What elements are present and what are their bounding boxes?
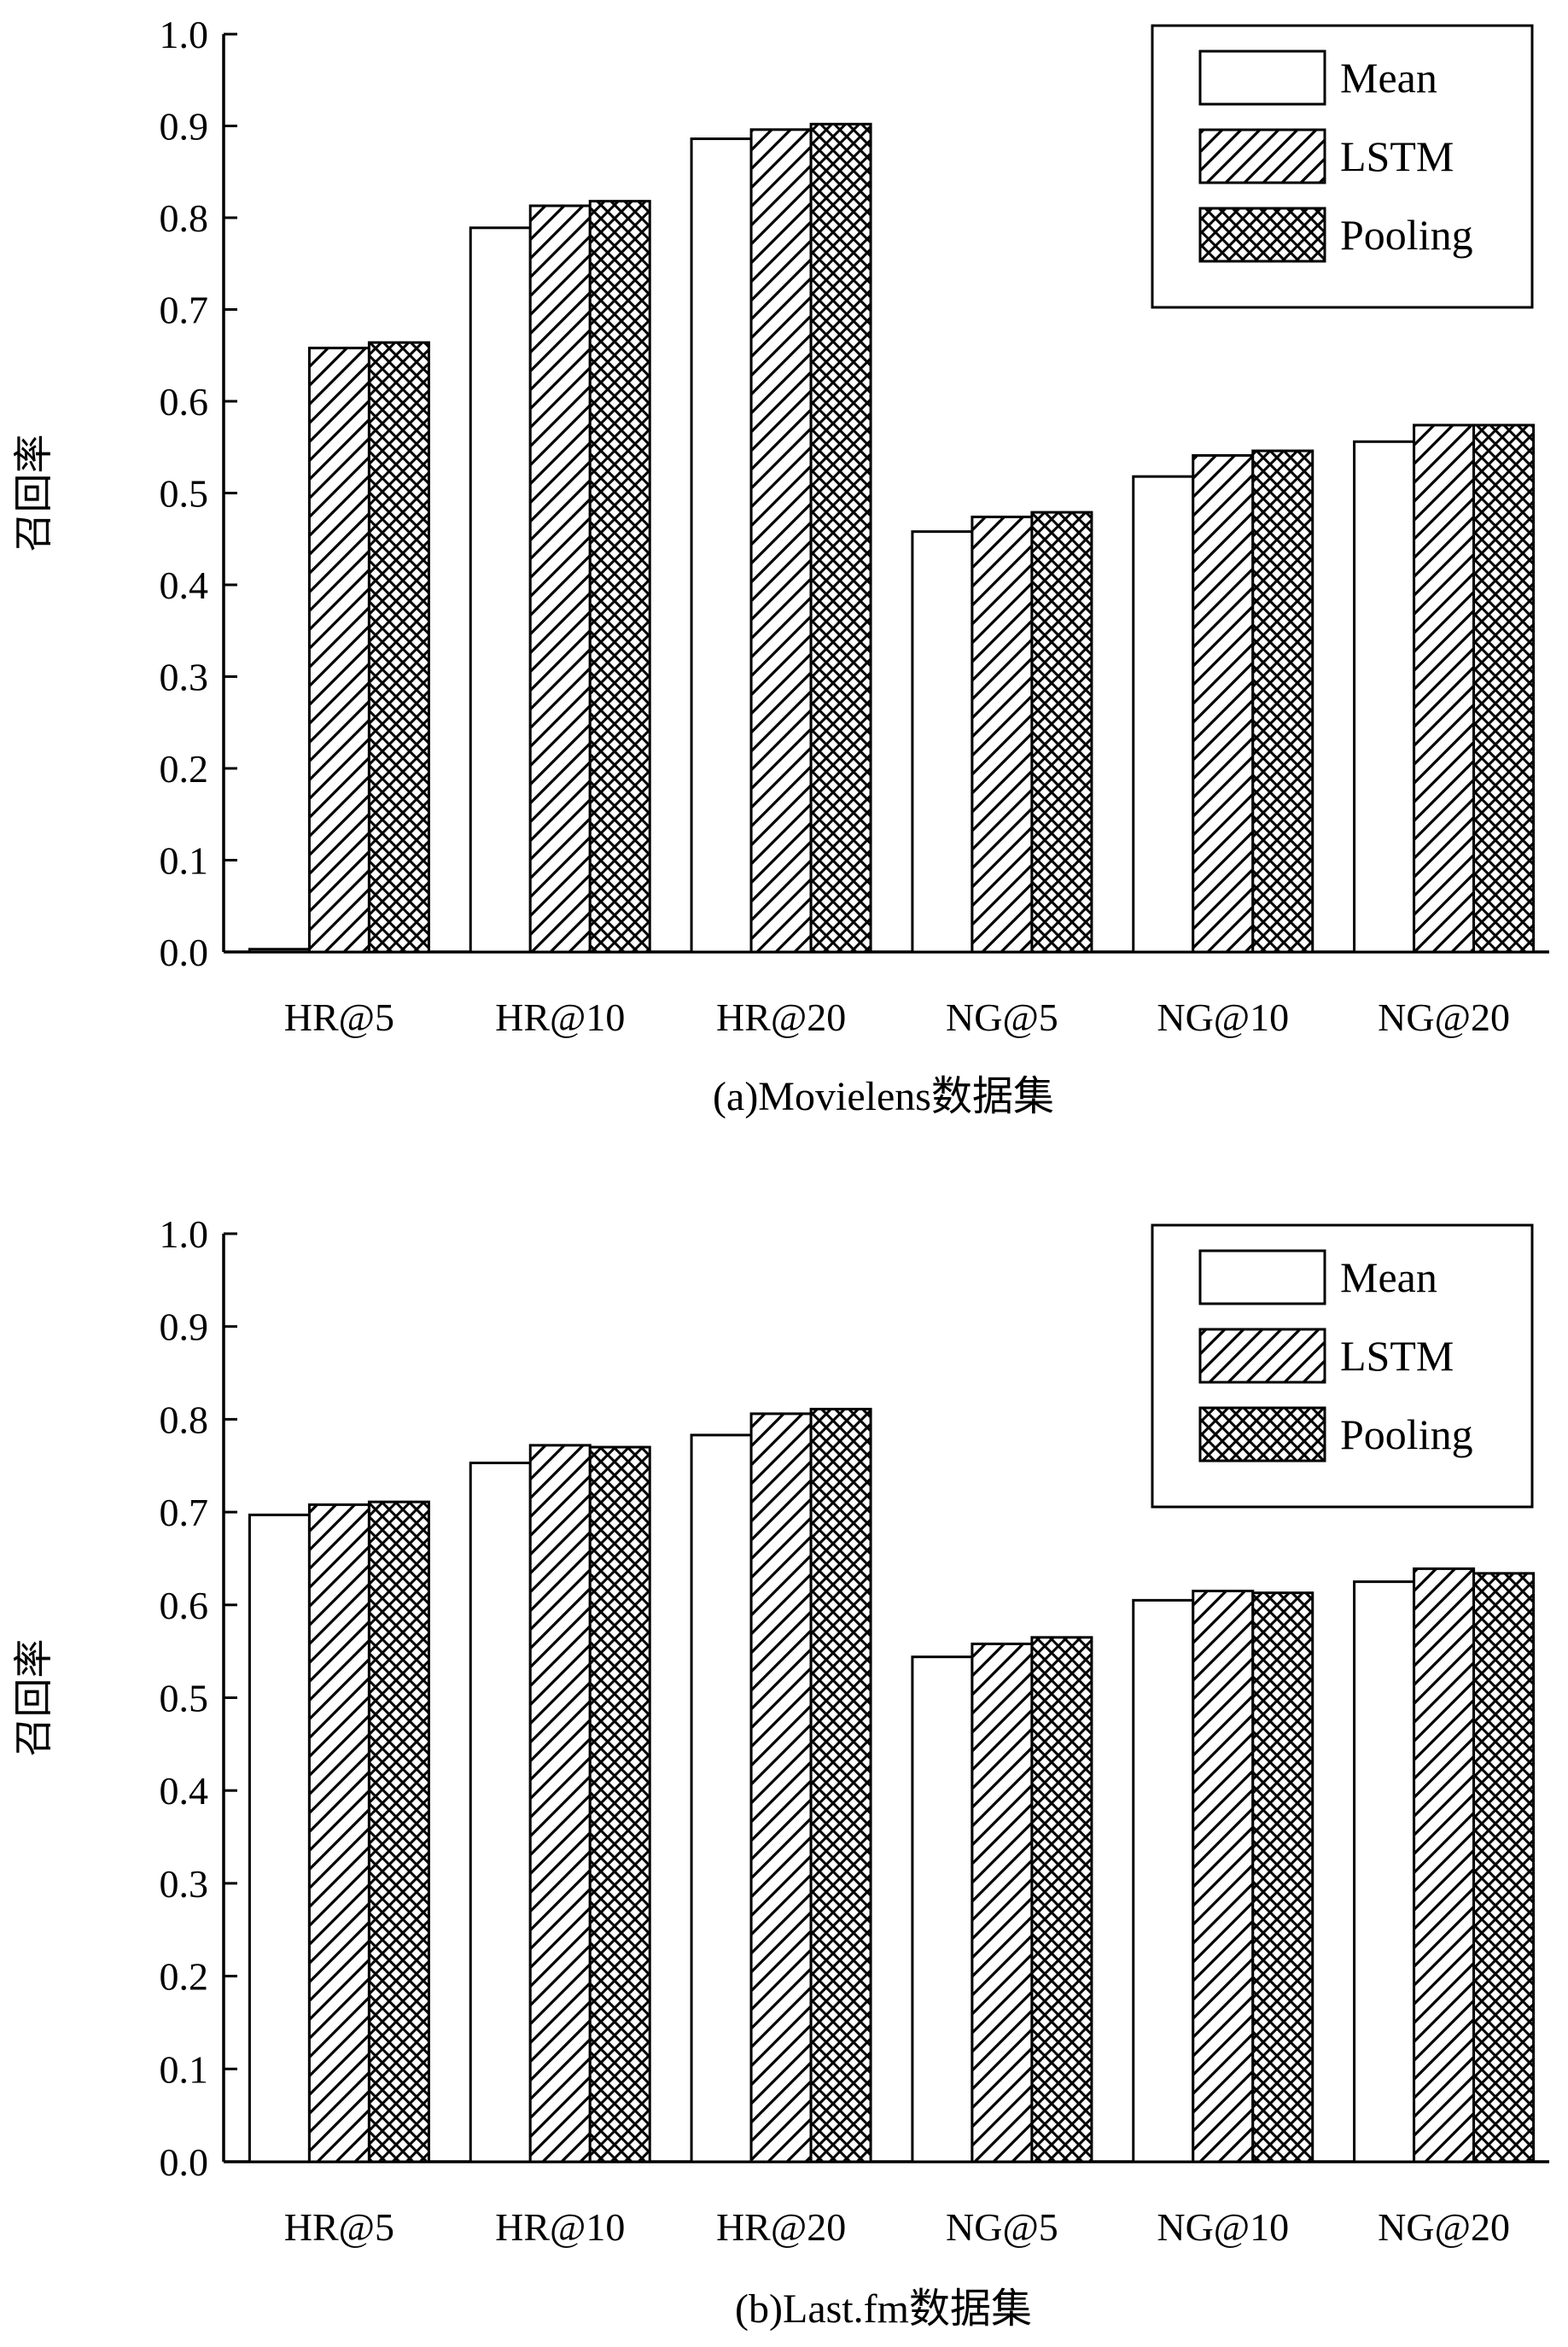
legend-swatch-mean <box>1198 50 1326 106</box>
bar-lstm-ng-at-20 <box>1413 423 1476 954</box>
bar-lstm-ng-at-5 <box>971 515 1034 954</box>
y-axis-label: 召回率 <box>12 1639 55 1757</box>
bar-lstm-hr-at-5 <box>307 347 370 954</box>
y-tick-label: 0.5 <box>160 1677 209 1720</box>
bar-lstm-ng-at-10 <box>1192 1589 1255 2163</box>
bar-lstm-ng-at-10 <box>1192 453 1255 954</box>
y-tick-label: 0.4 <box>160 563 209 607</box>
bar-pooling-ng-at-20 <box>1472 1572 1536 2163</box>
bar-pooling-hr-at-10 <box>588 1445 651 2163</box>
y-tick-label: 0.3 <box>160 656 209 699</box>
legend-label-mean: Mean <box>1340 54 1437 102</box>
legend-label-pooling: Pooling <box>1340 211 1473 259</box>
bar-pooling-hr-at-20 <box>809 1407 872 2163</box>
y-tick-label: 0.6 <box>160 1584 209 1627</box>
x-tick-label: HR@10 <box>495 2205 625 2249</box>
bar-lstm-hr-at-10 <box>528 204 592 954</box>
bar-lstm-hr-at-10 <box>528 1444 592 2163</box>
legend-label-lstm: LSTM <box>1340 1332 1454 1380</box>
bar-pooling-ng-at-5 <box>1030 511 1093 954</box>
bar-mean-hr-at-10 <box>469 1461 532 2163</box>
y-tick-label: 0.5 <box>160 472 209 516</box>
bar-mean-hr-at-20 <box>690 137 753 954</box>
x-tick-label: HR@20 <box>716 2205 846 2249</box>
x-tick-label: NG@10 <box>1157 2205 1289 2249</box>
y-tick-label: 0.8 <box>160 196 209 240</box>
y-tick-label: 0.0 <box>160 2140 209 2184</box>
bar-lstm-hr-at-20 <box>749 1412 813 2163</box>
legend: Mean LSTM Pooling <box>1151 1223 1534 1509</box>
y-tick-label: 0.1 <box>160 839 209 883</box>
bar-mean-hr-at-20 <box>690 1433 753 2163</box>
bar-lstm-hr-at-20 <box>749 128 813 954</box>
bar-lstm-ng-at-20 <box>1413 1567 1476 2163</box>
bar-pooling-hr-at-10 <box>588 200 651 954</box>
legend-label-lstm: LSTM <box>1340 132 1454 180</box>
y-tick-label: 0.3 <box>160 1862 209 1906</box>
x-tick-label: HR@20 <box>716 995 846 1039</box>
bar-mean-hr-at-5 <box>248 948 311 954</box>
legend-swatch-lstm <box>1198 128 1326 184</box>
bar-mean-hr-at-5 <box>248 1513 311 2163</box>
y-tick-label: 0.7 <box>160 289 209 332</box>
movielens-chart-caption: (a)Movielens数据集 <box>713 1074 1054 1119</box>
bar-mean-ng-at-5 <box>911 1655 974 2163</box>
legend-swatch-pooling <box>1198 207 1326 263</box>
x-tick-label: NG@10 <box>1157 995 1289 1039</box>
bar-mean-hr-at-10 <box>469 226 532 954</box>
bar-pooling-ng-at-10 <box>1251 449 1314 954</box>
lastfm-chart-caption: (b)Last.fm数据集 <box>735 2286 1032 2332</box>
x-tick-label: HR@10 <box>495 995 625 1039</box>
legend-swatch-pooling <box>1198 1406 1326 1462</box>
bar-mean-ng-at-20 <box>1353 1580 1416 2163</box>
bar-pooling-ng-at-10 <box>1251 1591 1314 2163</box>
legend-swatch-lstm <box>1198 1328 1326 1384</box>
y-tick-label: 0.0 <box>160 931 209 974</box>
bar-pooling-ng-at-20 <box>1472 423 1536 954</box>
x-tick-label: HR@5 <box>284 2205 394 2249</box>
y-tick-label: 0.2 <box>160 747 209 791</box>
bar-mean-ng-at-5 <box>911 530 974 954</box>
y-tick-label: 0.4 <box>160 1769 209 1813</box>
movielens-bar-chart: 0.0 0.1 0.2 0.3 0.4 0.5 0.6 0.7 0.8 0.9 1.0 召回率 HR@5… <box>12 13 1549 1039</box>
bar-pooling-hr-at-5 <box>367 341 430 954</box>
bar-pooling-hr-at-20 <box>809 122 872 954</box>
bar-mean-ng-at-10 <box>1132 1598 1195 2163</box>
y-tick-label: 0.1 <box>160 2047 209 2091</box>
bar-mean-ng-at-20 <box>1353 440 1416 954</box>
bar-mean-ng-at-10 <box>1132 475 1195 954</box>
y-tick-label: 0.9 <box>160 105 209 149</box>
y-tick-label: 0.8 <box>160 1398 209 1441</box>
y-tick-label: 0.7 <box>160 1491 209 1534</box>
legend-label-pooling: Pooling <box>1340 1410 1473 1458</box>
y-tick-label: 1.0 <box>160 1212 209 1256</box>
y-tick-label: 0.9 <box>160 1305 209 1349</box>
bar-pooling-ng-at-5 <box>1030 1636 1093 2163</box>
bar-lstm-ng-at-5 <box>971 1642 1034 2163</box>
x-tick-label: HR@5 <box>284 995 394 1039</box>
y-tick-label: 0.2 <box>160 1955 209 1999</box>
x-tick-label: NG@20 <box>1378 2205 1510 2249</box>
bar-pooling-hr-at-5 <box>367 1500 430 2163</box>
legend-label-mean: Mean <box>1340 1253 1437 1301</box>
x-tick-label: NG@20 <box>1378 995 1510 1039</box>
legend: Mean LSTM Pooling <box>1151 24 1534 309</box>
y-tick-label: 1.0 <box>160 13 209 56</box>
bar-lstm-hr-at-5 <box>307 1503 370 2163</box>
y-tick-label: 0.6 <box>160 380 209 423</box>
legend-swatch-mean <box>1198 1249 1326 1305</box>
x-tick-label: NG@5 <box>946 995 1058 1039</box>
lastfm-bar-chart: 0.0 0.1 0.2 0.3 0.4 0.5 0.6 0.7 0.8 0.9 1.0 召回率 HR@5… <box>12 1212 1549 2249</box>
y-axis-label: 召回率 <box>12 435 55 552</box>
x-tick-label: NG@5 <box>946 2205 1058 2249</box>
